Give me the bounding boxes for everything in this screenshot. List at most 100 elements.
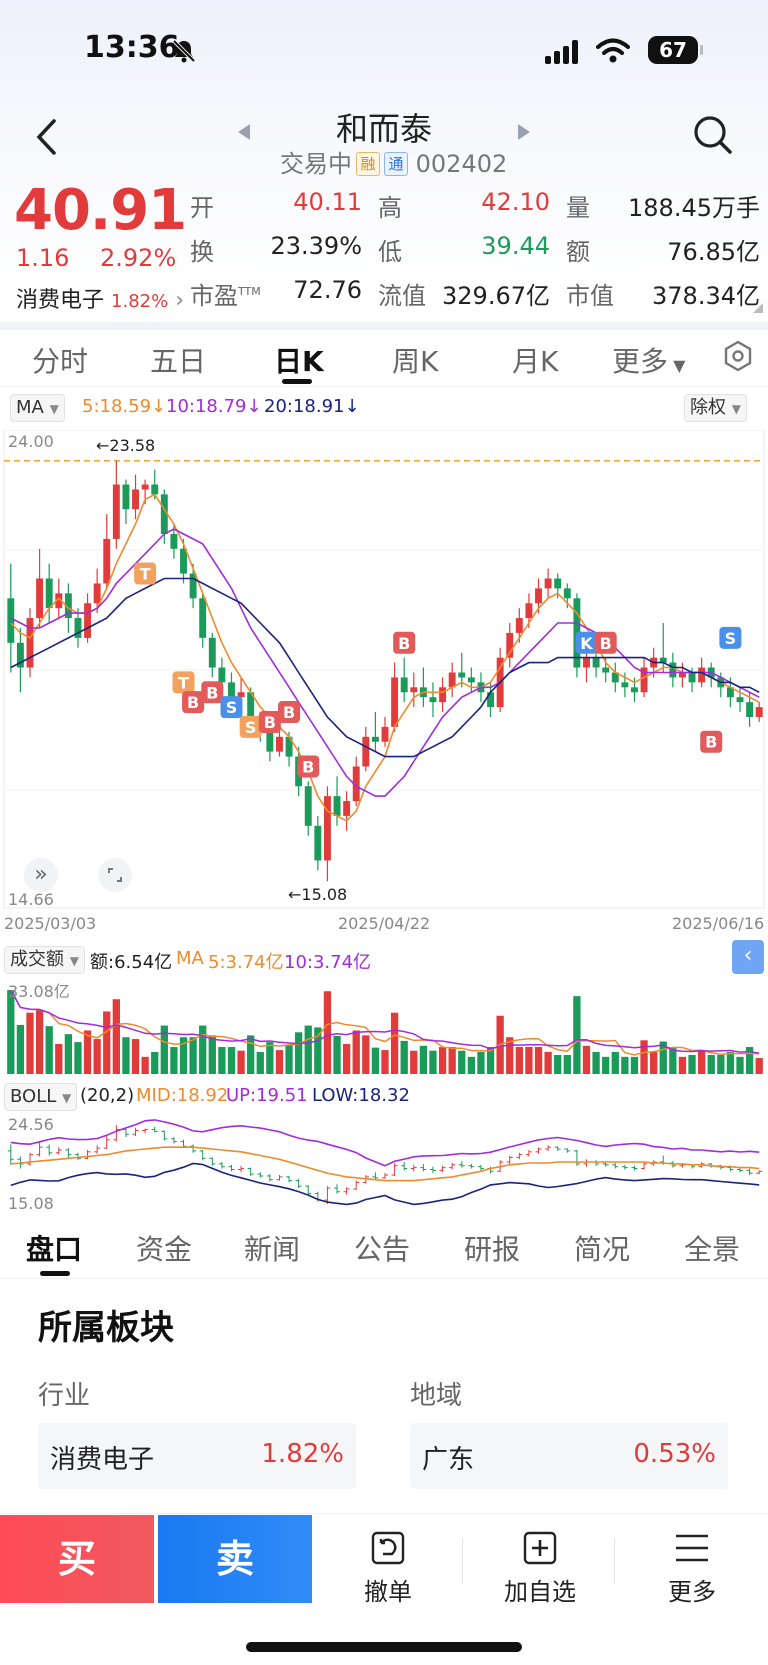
candle-body xyxy=(525,603,533,619)
back-arrow-icon[interactable] xyxy=(34,118,60,156)
next-stock-icon[interactable] xyxy=(516,122,532,142)
sector-link-pct: 1.82% xyxy=(111,291,169,312)
expand-sidebar-icon[interactable]: » xyxy=(24,858,58,892)
trade-marker-label: B xyxy=(705,733,717,752)
adjust-selector[interactable]: 除权 ▼ xyxy=(684,394,747,422)
candle-body xyxy=(112,484,120,539)
cancel-order-button[interactable]: 撤单 xyxy=(328,1530,448,1607)
volume-bar xyxy=(458,1050,466,1074)
trade-marker-B: B xyxy=(700,730,723,753)
industry-card[interactable]: 消费电子 1.82% xyxy=(38,1423,356,1489)
ma-selector[interactable]: MA ▼ xyxy=(10,394,65,422)
region-label: 地域 xyxy=(410,1381,463,1411)
ma10-value: 10:18.79↓ xyxy=(166,396,262,417)
volume-bar xyxy=(717,1054,725,1074)
candle-body xyxy=(611,672,619,683)
tab-monthly-k[interactable]: 月K xyxy=(512,345,559,378)
sector-link[interactable]: 消费电子 1.82% › xyxy=(16,282,184,314)
tab-profile[interactable]: 简况 xyxy=(574,1233,631,1266)
candle-body xyxy=(189,573,197,599)
volume-bar xyxy=(726,1051,735,1074)
volume-bar xyxy=(218,1047,226,1074)
trade-marker-B: B xyxy=(201,681,224,704)
volume-bar xyxy=(141,1056,149,1074)
undo-icon xyxy=(371,1531,405,1565)
candle-body xyxy=(36,578,44,619)
dropdown-icon: ▼ xyxy=(69,954,79,968)
candle-body xyxy=(458,672,466,678)
more-actions-button[interactable]: 更多 xyxy=(632,1530,752,1607)
candle-body xyxy=(7,598,15,643)
tab-five-day[interactable]: 五日 xyxy=(150,345,207,378)
volume-selector-label: 成交额 xyxy=(10,949,64,970)
volume-bar xyxy=(26,1012,34,1074)
tab-research[interactable]: 研报 xyxy=(464,1233,521,1266)
volume-bar xyxy=(630,1056,639,1074)
volume-ma10: 10:3.74亿 xyxy=(284,952,372,973)
buy-button[interactable]: 买 xyxy=(0,1515,154,1603)
volume-bar xyxy=(304,1025,312,1074)
price-change: 1.16 xyxy=(16,244,70,272)
tab-overview[interactable]: 全景 xyxy=(684,1233,741,1266)
tab-weekly-k[interactable]: 周K xyxy=(392,345,439,378)
volume-bar xyxy=(477,1051,485,1074)
trade-marker-label: K xyxy=(580,634,593,653)
tab-intraday[interactable]: 分时 xyxy=(32,345,89,378)
add-watchlist-label: 加自选 xyxy=(504,1578,576,1606)
candle-body xyxy=(237,692,245,698)
volume-bar xyxy=(247,1035,255,1074)
boll-selector[interactable]: BOLL ▼ xyxy=(4,1083,78,1111)
volume-ma-prefix: MA xyxy=(176,948,204,969)
tab-funds[interactable]: 资金 xyxy=(136,1233,193,1266)
candle-body xyxy=(544,578,552,589)
tab-announcements[interactable]: 公告 xyxy=(354,1233,411,1266)
search-icon[interactable] xyxy=(692,114,734,156)
volume-bar xyxy=(35,1010,44,1074)
add-watchlist-button[interactable]: 加自选 xyxy=(480,1530,600,1607)
volume-bar xyxy=(314,1027,322,1074)
candle-body xyxy=(429,697,437,703)
cancel-order-label: 撤单 xyxy=(364,1578,412,1606)
boll-y-top: 24.56 xyxy=(8,1115,54,1134)
sector-link-name: 消费电子 xyxy=(16,288,105,313)
region-card[interactable]: 广东 0.53% xyxy=(410,1423,728,1489)
candle-body xyxy=(304,786,312,826)
candle-body xyxy=(381,726,389,742)
trade-marker-label: B xyxy=(187,693,199,712)
fullscreen-icon[interactable] xyxy=(98,858,132,892)
candle-body xyxy=(746,702,754,718)
candle-body xyxy=(93,583,101,604)
prev-stock-icon[interactable] xyxy=(236,122,252,142)
volume-bar xyxy=(659,1041,667,1074)
volume-bar xyxy=(544,1051,552,1074)
tab-news[interactable]: 新闻 xyxy=(244,1233,301,1266)
chart-settings-icon[interactable] xyxy=(722,340,754,372)
tab-more[interactable]: 更多 ▼ xyxy=(612,340,685,380)
trade-marker-K: K xyxy=(575,631,598,654)
volume-bar xyxy=(573,996,581,1074)
candle-body xyxy=(506,632,514,658)
volume-selector[interactable]: 成交额 ▼ xyxy=(4,946,85,974)
section-divider xyxy=(0,322,768,330)
tab-order-book[interactable]: 盘口 xyxy=(26,1233,83,1266)
tab-daily-k[interactable]: 日K xyxy=(274,345,324,378)
volume-bar xyxy=(131,1039,140,1074)
volume-bar xyxy=(419,1045,428,1074)
boll-chart xyxy=(7,1119,763,1206)
candle-body xyxy=(333,796,341,816)
candle-body xyxy=(180,548,187,574)
candle-body xyxy=(141,484,149,490)
boll-y-bottom: 15.08 xyxy=(8,1194,54,1213)
sell-button[interactable]: 卖 xyxy=(158,1515,312,1603)
trade-marker-label: S xyxy=(245,718,257,737)
expand-corner-icon[interactable] xyxy=(752,302,764,314)
candle-body xyxy=(535,588,542,604)
battery-indicator: 67 xyxy=(648,36,703,64)
volume-bar xyxy=(745,1047,754,1074)
ma5-value: 5:18.59↓ xyxy=(82,396,167,417)
collapse-panel-icon[interactable]: ‹ xyxy=(732,940,764,974)
margin-badge: 融 xyxy=(356,152,380,176)
volume-bar xyxy=(410,1050,418,1074)
trade-marker-label: T xyxy=(140,565,151,584)
